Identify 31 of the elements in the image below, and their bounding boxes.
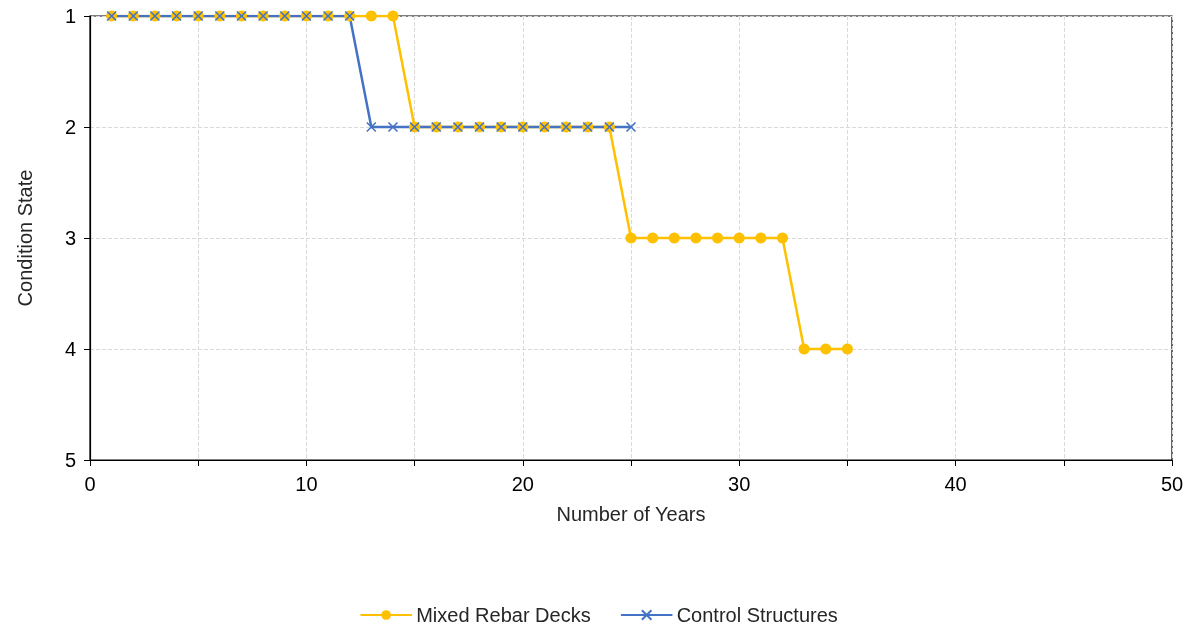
point [625,232,637,244]
legend-label: Mixed Rebar Decks [416,604,591,626]
x-tick-label: 40 [944,473,967,495]
point [841,343,853,355]
point [668,232,680,244]
point [798,343,810,355]
x-tick-label: 20 [511,473,534,495]
x-axis-title: Number of Years [556,503,706,525]
y-tick-label: 2 [64,116,76,138]
y-tick-label: 1 [64,5,76,27]
x-tick-label: 30 [728,473,751,495]
y-tick-label: 4 [64,338,76,360]
x-tick-label: 50 [1160,473,1184,495]
point [366,121,377,133]
legend-label: Control Structures [676,604,838,626]
y-axis-title: Condition State [14,169,36,307]
point [387,121,399,133]
y-tick-label: 3 [64,227,76,249]
y-tick-label: 5 [64,449,76,471]
x-tick-label: 0 [84,473,96,495]
point [776,232,788,244]
point [755,232,767,244]
point [387,10,399,22]
point [690,232,702,244]
x-tick-label: 10 [295,473,318,495]
point [647,232,659,244]
point [820,343,832,355]
point [733,232,745,244]
point [365,10,377,22]
point [625,121,637,133]
point [712,232,724,244]
